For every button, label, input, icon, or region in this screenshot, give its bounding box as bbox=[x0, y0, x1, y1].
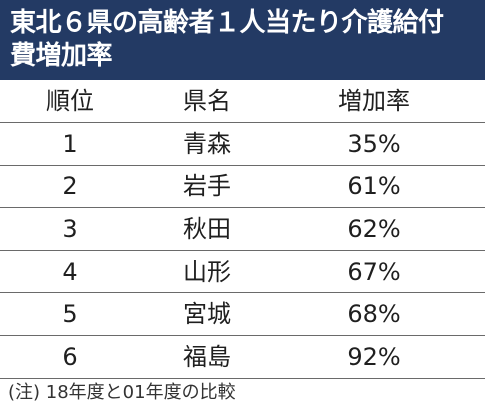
prefecture-cell: 宮城 bbox=[183, 300, 231, 329]
rank-cell: 2 bbox=[62, 172, 78, 201]
rate-cell: 68% bbox=[347, 300, 401, 329]
rate-cell: 62% bbox=[347, 214, 401, 243]
title-line-1: 東北６県の高齢者１人当たり介護給付 bbox=[10, 8, 444, 38]
rank-cell: 6 bbox=[62, 342, 78, 371]
footnote: (注) 18年度と01年度の比較 bbox=[8, 382, 236, 403]
rate-cell: 61% bbox=[347, 172, 401, 201]
table-row: 1 青森 35% bbox=[0, 122, 485, 165]
table-row: 5 宮城 68% bbox=[0, 292, 485, 335]
header-rank: 順位 bbox=[46, 87, 94, 115]
rank-cell: 5 bbox=[62, 300, 78, 329]
rate-cell: 67% bbox=[347, 257, 401, 286]
ranking-table: 順位 県名 増加率 1 青森 35% 2 岩手 61% 3 秋田 62% 4 山… bbox=[0, 80, 485, 379]
rank-cell: 1 bbox=[62, 129, 78, 158]
prefecture-cell: 山形 bbox=[183, 257, 231, 286]
title-line-2: 費増加率 bbox=[10, 41, 113, 71]
prefecture-cell: 岩手 bbox=[183, 172, 231, 201]
header-rate: 増加率 bbox=[338, 87, 410, 115]
table-row: 3 秋田 62% bbox=[0, 207, 485, 250]
rank-cell: 3 bbox=[62, 214, 78, 243]
prefecture-cell: 福島 bbox=[183, 342, 231, 371]
prefecture-cell: 秋田 bbox=[183, 214, 231, 243]
table-row: 6 福島 92% bbox=[0, 334, 485, 378]
rank-cell: 4 bbox=[62, 257, 78, 286]
prefecture-cell: 青森 bbox=[183, 129, 231, 158]
header-prefecture: 県名 bbox=[183, 87, 231, 115]
rate-cell: 35% bbox=[347, 129, 401, 158]
table-row: 2 岩手 61% bbox=[0, 164, 485, 208]
table-row: 4 山形 67% bbox=[0, 249, 485, 293]
rate-cell: 92% bbox=[347, 342, 401, 371]
table-header-row: 順位 県名 増加率 bbox=[0, 80, 485, 122]
title-banner: 東北６県の高齢者１人当たり介護給付 費増加率 bbox=[0, 0, 485, 80]
